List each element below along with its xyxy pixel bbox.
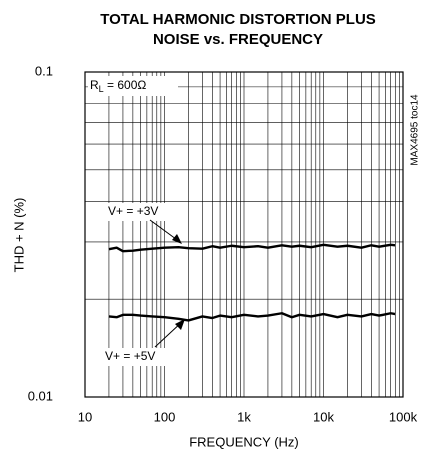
load-text: = 600Ω bbox=[104, 78, 147, 92]
y-tick-label: 0.01 bbox=[28, 388, 53, 403]
load-subscript: L bbox=[99, 84, 104, 94]
x-tick-label: 10k bbox=[313, 409, 334, 424]
load-label: RL = 600Ω bbox=[90, 78, 146, 94]
arrowhead bbox=[175, 319, 185, 330]
arrowhead bbox=[172, 234, 182, 244]
label-bg bbox=[103, 348, 171, 366]
label-bg bbox=[106, 203, 172, 221]
y-tick-label: 0.1 bbox=[35, 63, 53, 78]
x-tick-label: 100k bbox=[389, 409, 418, 424]
x-tick-label: 1k bbox=[237, 409, 251, 424]
x-tick-label: 10 bbox=[78, 409, 92, 424]
series-line bbox=[108, 312, 396, 322]
part-label: MAX4695 toc14 bbox=[410, 94, 421, 166]
y-axis-label: THD + N (%) bbox=[11, 198, 26, 273]
series-label: V+ = +3V bbox=[108, 204, 158, 218]
x-tick-label: 100 bbox=[154, 409, 176, 424]
chart-title: NOISE vs. FREQUENCY bbox=[153, 31, 323, 48]
load-symbol: R bbox=[90, 78, 99, 92]
chart-title: TOTAL HARMONIC DISTORTION PLUS bbox=[100, 11, 376, 28]
plot-frame bbox=[84, 71, 404, 398]
x-axis-label: FREQUENCY (Hz) bbox=[189, 434, 299, 449]
series-label: V+ = +5V bbox=[105, 349, 155, 363]
series-line bbox=[108, 243, 396, 253]
label-bg bbox=[88, 76, 178, 96]
